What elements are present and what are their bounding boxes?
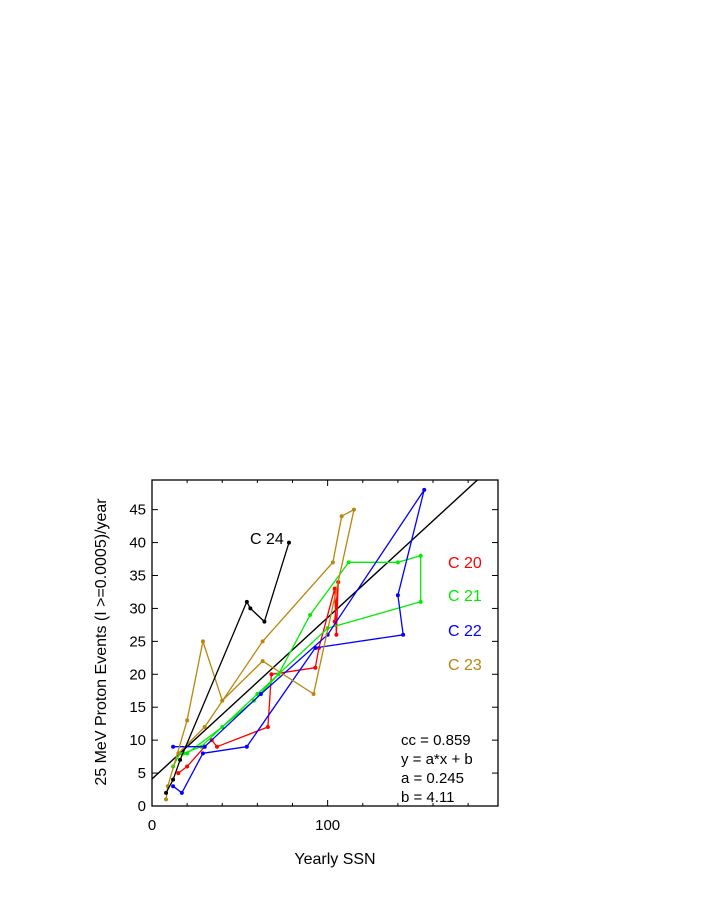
y-axis-title: 25 MeV Proton Events (I >=0.0005)/year [93,498,110,786]
point-c21-7 [346,560,351,565]
point-c22-5 [401,632,406,637]
series-line-c20 [177,581,339,774]
plot-layer [152,480,479,802]
point-c24-1 [171,777,176,782]
point-c23-2 [185,718,190,723]
point-c24-0 [164,790,169,795]
ticks-layer: 0 100 0 5 10 15 20 25 30 35 40 45 [129,480,498,834]
point-c23-9 [330,560,335,565]
point-c23-8 [339,514,344,519]
plot-frame [151,479,499,807]
point-c21-12 [255,692,260,697]
point-c21-2 [185,751,190,756]
series-line-c21 [172,555,422,767]
point-c23-4 [220,698,225,703]
c24-series-label: C 24 [250,531,284,548]
point-c20-10 [334,632,339,637]
point-c23-11 [202,724,207,729]
point-c22-0 [171,784,176,789]
point-c23-7 [351,507,356,512]
point-c24-5 [262,619,267,624]
series-c21 [171,553,423,769]
legend: C 20 C 21 C 22 C 23 [448,555,482,674]
y-tick-label-45: 45 [129,502,146,519]
series-c23 [164,507,356,802]
series-line-c24 [165,542,290,794]
point-c23-0 [164,797,169,802]
point-c20-5 [265,724,270,729]
point-c22-1 [179,790,184,795]
stat-cc: cc = 0.859 [401,732,471,749]
y-tick-label-10: 10 [129,732,146,749]
y-tick-label-20: 20 [129,666,146,683]
point-c21-8 [395,560,400,565]
x-axis-title: Yearly SSN [294,851,375,868]
x-tick-label-100: 100 [315,817,340,834]
point-c23-6 [311,692,316,697]
point-c24-3 [244,599,249,604]
point-c22-3 [244,744,249,749]
point-c21-5 [276,672,281,677]
fit-line [152,480,479,780]
point-c23-10 [260,639,265,644]
y-tick-label-40: 40 [129,535,146,552]
y-tick-label-15: 15 [129,699,146,716]
point-c23-3 [200,639,205,644]
stat-a: a = 0.245 [401,770,464,787]
point-c23-5 [260,659,265,664]
point-c20-7 [313,665,318,670]
point-c22-9 [258,692,263,697]
legend-entry-c23: C 23 [448,657,482,674]
legend-entry-c20: C 20 [448,555,482,572]
y-tick-label-30: 30 [129,600,146,617]
point-c20-0 [176,771,181,776]
point-c20-6 [269,672,274,677]
plot-area [152,480,479,802]
point-c20-4 [214,744,219,749]
point-c21-6 [308,613,313,618]
series-line-c23 [165,508,355,800]
legend-entry-c21: C 21 [448,588,482,605]
series-line-c22 [172,489,425,794]
point-c22-7 [422,487,427,492]
stat-equation: y = a*x + b [401,751,473,768]
point-c21-10 [418,599,423,604]
point-c23-12 [176,751,181,756]
x-tick-label-0: 0 [148,817,156,834]
point-c22-6 [395,593,400,598]
fit-stats: cc = 0.859 y = a*x + b a = 0.245 b = 4.1… [401,732,473,806]
y-tick-label-35: 35 [129,567,146,584]
point-c20-9 [332,586,337,591]
point-c22-4 [313,645,318,650]
y-tick-label-25: 25 [129,633,146,650]
point-c24-6 [286,540,291,545]
series-c22 [171,487,427,795]
point-c24-2 [178,757,183,762]
stat-b: b = 4.11 [401,789,455,806]
point-c24-4 [248,606,253,611]
point-c21-9 [418,553,423,558]
point-c22-11 [171,744,176,749]
point-c21-3 [220,724,225,729]
point-c22-2 [200,751,205,756]
point-c20-1 [185,764,190,769]
y-tick-label-0: 0 [138,798,146,815]
y-tick-label-5: 5 [138,765,146,782]
series-c24 [164,540,291,795]
legend-entry-c22: C 22 [448,623,482,640]
point-c22-10 [202,744,207,749]
